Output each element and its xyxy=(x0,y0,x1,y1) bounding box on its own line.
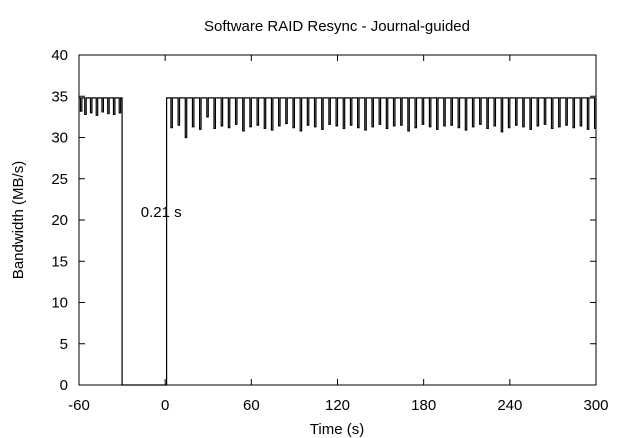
x-tick-label: 300 xyxy=(583,397,608,414)
series-line xyxy=(79,97,597,386)
annotation-label: 0.21 s xyxy=(141,204,182,221)
x-tick-label: 120 xyxy=(325,397,350,414)
x-tick-label: 0 xyxy=(161,397,169,414)
x-tick-label: 240 xyxy=(497,397,522,414)
plot-frame xyxy=(78,54,597,386)
x-tick-label: -60 xyxy=(68,397,90,414)
chart-title: Software RAID Resync - Journal-guided xyxy=(204,18,470,35)
x-tick-label: 60 xyxy=(243,397,260,414)
y-tick-label: 10 xyxy=(51,295,68,312)
y-tick-label: 5 xyxy=(60,336,68,353)
y-tick-label: 40 xyxy=(51,47,68,64)
y-tick-label: 15 xyxy=(51,253,68,270)
y-axis-label: Bandwidth (MB/s) xyxy=(10,161,27,279)
y-tick-label: 0 xyxy=(60,377,68,394)
x-axis-label: Time (s) xyxy=(310,421,364,438)
y-tick-label: 25 xyxy=(51,171,68,188)
y-tick-label: 35 xyxy=(51,88,68,105)
y-tick-label: 30 xyxy=(51,130,68,147)
y-tick-label: 20 xyxy=(51,212,68,229)
x-tick-label: 180 xyxy=(411,397,436,414)
